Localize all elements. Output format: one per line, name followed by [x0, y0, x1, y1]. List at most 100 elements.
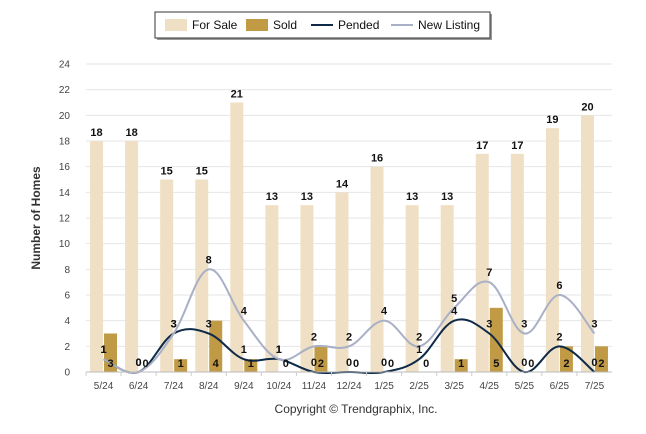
- bar-for-sale: [580, 115, 594, 372]
- y-tick-label: 2: [64, 342, 70, 353]
- y-tick-label: 8: [64, 265, 70, 276]
- data-label: 3: [591, 319, 597, 331]
- data-label: 4: [213, 358, 220, 370]
- data-label: 18: [125, 127, 137, 139]
- data-label: 19: [546, 114, 558, 126]
- data-label: 0: [423, 358, 429, 370]
- data-label: 0: [311, 357, 317, 369]
- bar-sold: [559, 346, 573, 372]
- bar-for-sale: [510, 153, 524, 372]
- data-label: 3: [107, 358, 113, 370]
- bar-for-sale: [300, 205, 314, 372]
- data-label: 0: [353, 358, 359, 370]
- y-tick-label: 22: [59, 85, 71, 96]
- y-tick-label: 14: [59, 188, 71, 199]
- data-label: 21: [231, 89, 243, 101]
- bar-for-sale: [475, 153, 489, 372]
- bar-for-sale: [440, 205, 454, 372]
- data-label: 13: [266, 191, 278, 203]
- bar-sold: [314, 346, 328, 372]
- data-label: 2: [311, 331, 317, 343]
- legend-entry: Pended: [338, 18, 379, 32]
- data-label: 0: [388, 358, 394, 370]
- x-tick-label: 10/24: [266, 381, 291, 392]
- data-label: 6: [556, 280, 562, 292]
- y-tick-label: 4: [64, 316, 70, 327]
- data-label: 4: [241, 306, 248, 318]
- bar-for-sale: [265, 205, 279, 372]
- data-label: 0: [283, 358, 289, 370]
- data-label: 4: [381, 306, 388, 318]
- data-label: 5: [493, 358, 499, 370]
- data-label: 2: [416, 331, 422, 343]
- x-tick-label: 3/25: [444, 381, 464, 392]
- data-label: 0: [136, 357, 142, 369]
- grid: [86, 63, 612, 373]
- bar-sold: [244, 359, 258, 372]
- x-tick-label: 7/25: [585, 381, 605, 392]
- data-label: 0: [521, 357, 527, 369]
- data-label: 13: [301, 191, 313, 203]
- data-label: 1: [248, 358, 254, 370]
- data-label: 3: [486, 319, 492, 331]
- y-tick-label: 20: [59, 111, 71, 122]
- x-tick-label: 9/24: [234, 381, 254, 392]
- bar-for-sale: [230, 102, 244, 372]
- bar-for-sale: [335, 192, 349, 372]
- bar-for-sale: [545, 128, 559, 372]
- y-tick-label: 18: [59, 137, 71, 148]
- bar-sold: [174, 359, 188, 372]
- data-label: 1: [241, 344, 247, 356]
- bar-for-sale: [160, 179, 174, 372]
- data-label: 0: [136, 357, 142, 369]
- x-tick-label: 12/24: [336, 381, 361, 392]
- data-label: 15: [161, 166, 173, 178]
- data-label: 1: [276, 344, 282, 356]
- bar-for-sale: [125, 141, 139, 372]
- legend-entry: Sold: [273, 18, 297, 32]
- data-label: 13: [406, 191, 418, 203]
- data-label: 5: [451, 293, 457, 305]
- bar-for-sale: [370, 166, 384, 372]
- data-label: 18: [90, 127, 102, 139]
- data-label: 2: [346, 331, 352, 343]
- data-label: 16: [371, 153, 383, 165]
- legend-swatch: [246, 19, 268, 31]
- x-tick-label: 1/25: [374, 381, 394, 392]
- data-label: 1: [276, 344, 282, 356]
- data-label: 0: [346, 357, 352, 369]
- data-label: 1: [100, 344, 106, 356]
- data-label: 1: [100, 344, 106, 356]
- data-label: 2: [598, 358, 604, 370]
- y-tick-label: 16: [59, 162, 71, 173]
- data-label: 20: [581, 101, 593, 113]
- legend: For Sale Sold Pended New Listing: [154, 11, 492, 40]
- y-tick-label: 12: [59, 214, 71, 225]
- x-tick-label: 8/24: [199, 381, 219, 392]
- x-tick-label: 6/24: [129, 381, 149, 392]
- x-tick-label: 2/25: [409, 381, 429, 392]
- data-label: 0: [528, 358, 534, 370]
- data-label: 0: [143, 358, 149, 370]
- data-label: 3: [171, 319, 177, 331]
- bar-sold: [104, 333, 118, 372]
- data-label: 2: [563, 358, 569, 370]
- line-new-listing: [103, 268, 596, 374]
- data-label: 4: [451, 306, 458, 318]
- legend-entry: For Sale: [192, 18, 238, 32]
- x-tick-label: 11/24: [302, 381, 327, 392]
- bar-sold: [454, 359, 468, 372]
- y-tick-label: 6: [64, 291, 70, 302]
- data-label: 17: [476, 140, 488, 152]
- x-tick-label: 7/24: [164, 381, 184, 392]
- data-label: 3: [171, 319, 177, 331]
- x-tick-label: 5/24: [94, 381, 114, 392]
- data-label: 8: [206, 254, 212, 266]
- y-tick-label: 10: [59, 239, 71, 250]
- data-label: 7: [486, 267, 492, 279]
- bar-for-sale: [90, 141, 104, 372]
- data-label: 17: [511, 140, 523, 152]
